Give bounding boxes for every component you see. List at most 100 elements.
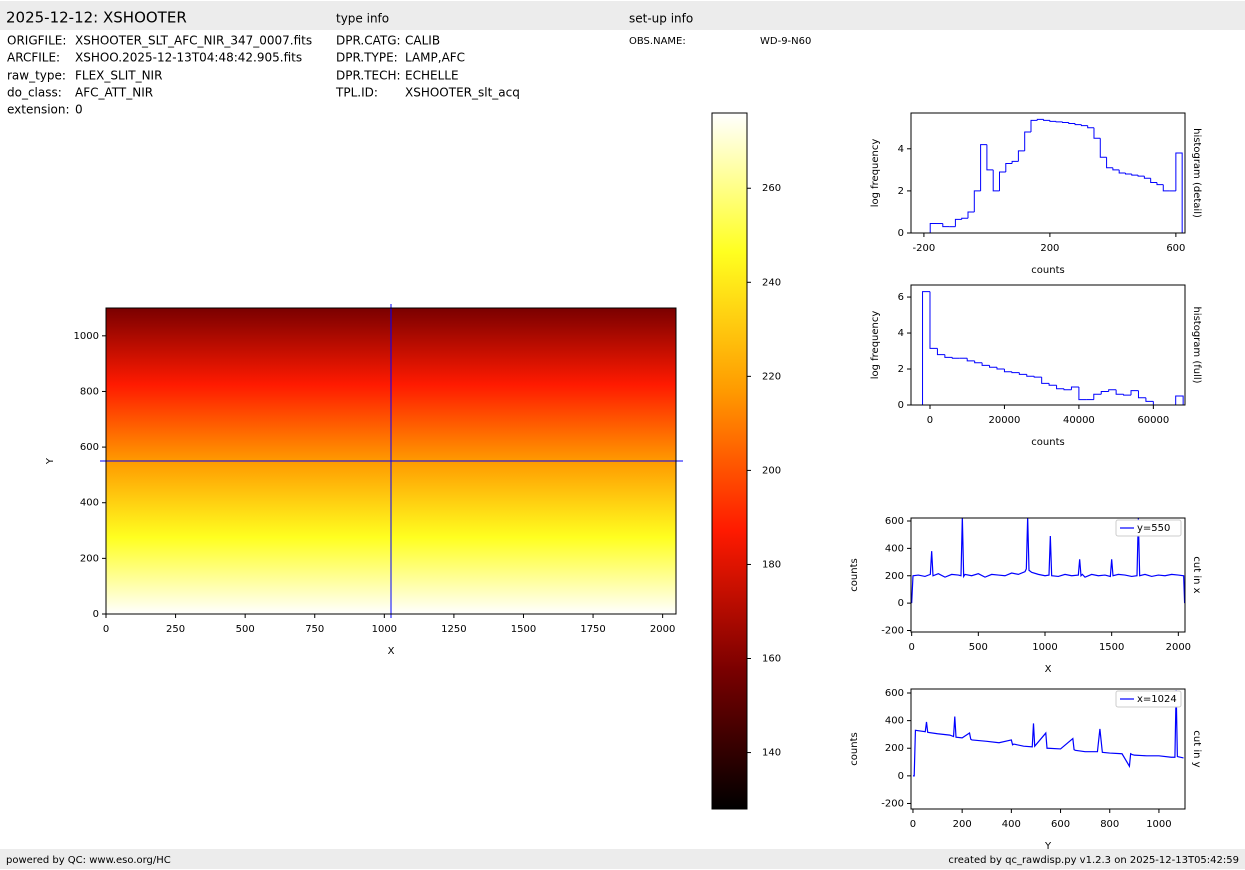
x-axis-label: X — [1045, 664, 1052, 675]
panel-title: cut in x — [1191, 556, 1202, 593]
histogram-step — [951, 357, 960, 359]
y-axis-label: counts — [849, 732, 860, 765]
axes-frame — [910, 284, 1186, 406]
histogram-step — [1131, 174, 1139, 176]
histogram-step — [996, 367, 1005, 370]
x-tick-label: 500 — [236, 624, 255, 635]
histogram-step — [1049, 120, 1057, 122]
histogram-step — [986, 144, 994, 171]
histogram-step — [1003, 369, 1012, 373]
histogram-step — [936, 348, 945, 356]
histogram-step — [944, 354, 953, 358]
histogram-step — [974, 360, 983, 364]
y-axis-label: Y — [45, 457, 56, 465]
y-tick-label: 1000 — [74, 331, 99, 342]
info-value: LAMP,AFC — [405, 51, 465, 65]
info-value: 0 — [75, 103, 83, 117]
y-tick-label: 0 — [93, 609, 99, 620]
histogram-step — [1043, 119, 1050, 121]
x-tick-label: 1000 — [1146, 819, 1171, 830]
y-tick-label: 600 — [80, 442, 99, 453]
info-key: TPL.ID: — [335, 86, 378, 100]
histogram-step — [1150, 178, 1157, 183]
legend-label: y=550 — [1137, 523, 1170, 534]
info-value: ECHELLE — [405, 69, 459, 83]
legend-box — [1115, 690, 1182, 708]
x-tick-label: 500 — [969, 642, 988, 653]
histogram-step — [1115, 389, 1124, 395]
histogram-step — [1137, 390, 1146, 399]
panel-title: histogram (detail) — [1191, 128, 1202, 218]
histogram-step — [1074, 123, 1082, 126]
histogram-step — [1123, 394, 1132, 396]
histogram-step — [1017, 150, 1025, 162]
histogram-step — [1063, 388, 1072, 391]
header-bar — [0, 1, 1245, 30]
histogram-step — [989, 365, 997, 368]
colorbar-tick-label: 200 — [762, 465, 781, 476]
histogram-step — [1070, 386, 1079, 390]
x-tick-label: 200 — [1040, 243, 1059, 254]
histogram-step — [1099, 138, 1107, 158]
histogram-step — [1152, 401, 1161, 405]
histogram-step — [954, 218, 962, 227]
x-tick-label: 2000 — [650, 624, 675, 635]
y-tick-label: -200 — [881, 798, 904, 809]
info-value: XSHOOTER_SLT_AFC_NIR_347_0007.fits — [75, 34, 312, 48]
info-key: DPR.TECH: — [336, 69, 401, 83]
y-tick-label: 400 — [885, 543, 904, 554]
y-tick-label: 0 — [898, 400, 904, 411]
x-tick-label: 1000 — [1032, 642, 1057, 653]
footer-left: powered by QC: www.eso.org/HC — [6, 855, 171, 866]
histogram-step — [1078, 387, 1087, 401]
histogram-step — [1018, 372, 1027, 375]
y-axis-label: log frequency — [870, 311, 881, 380]
histogram-step — [1124, 173, 1132, 175]
info-key: raw_type: — [7, 69, 66, 83]
info-key: extension: — [7, 103, 70, 117]
x-tick-label: 1750 — [580, 624, 605, 635]
x-tick-label: -200 — [913, 243, 936, 254]
histogram-step — [1024, 131, 1031, 151]
y-tick-label: 4 — [898, 328, 904, 339]
histogram-step — [998, 171, 1006, 191]
y-tick-label: 0 — [898, 598, 904, 609]
histogram-step — [1106, 157, 1113, 169]
x-tick-label: 2000 — [1166, 642, 1191, 653]
x-tick-label: 0 — [908, 642, 914, 653]
histogram-step — [922, 291, 930, 405]
y-tick-label: 200 — [885, 571, 904, 582]
section-title: type info — [336, 12, 389, 26]
info-key: ARCFILE: — [7, 51, 60, 65]
axes-frame — [910, 688, 1186, 810]
y-tick-label: 200 — [885, 743, 904, 754]
x-tick-label: 0 — [927, 415, 933, 426]
histogram-step — [1162, 184, 1170, 192]
histogram-step — [1068, 122, 1076, 125]
histogram-step — [1137, 175, 1145, 177]
x-tick-label: 0 — [103, 624, 109, 635]
x-tick-label: 200 — [953, 819, 972, 830]
histogram-step — [961, 217, 969, 220]
info-value: CALIB — [405, 34, 440, 48]
histogram-step — [980, 144, 987, 191]
x-tick-label: 1000 — [372, 624, 397, 635]
y-axis-label: counts — [849, 558, 860, 591]
y-tick-label: 2 — [898, 186, 904, 197]
colorbar-tick-label: 240 — [762, 277, 781, 288]
x-tick-label: 1500 — [1099, 642, 1124, 653]
x-axis-label: Y — [1044, 841, 1052, 852]
legend-label: x=1024 — [1137, 694, 1177, 705]
histogram-step — [1108, 389, 1117, 392]
histogram-step — [929, 223, 937, 233]
histogram-step — [1026, 374, 1035, 377]
line-series — [911, 518, 1185, 604]
info-value: WD-9-N60 — [760, 36, 811, 47]
x-tick-label: 400 — [1002, 819, 1021, 830]
histogram-step — [1080, 124, 1088, 127]
histogram-step — [1130, 390, 1139, 396]
footer-bar — [0, 849, 1245, 869]
footer-right: created by qc_rawdisp.py v1.2.3 on 2025-… — [948, 855, 1239, 866]
histogram-step — [1011, 371, 1020, 374]
y-tick-label: -200 — [881, 625, 904, 636]
